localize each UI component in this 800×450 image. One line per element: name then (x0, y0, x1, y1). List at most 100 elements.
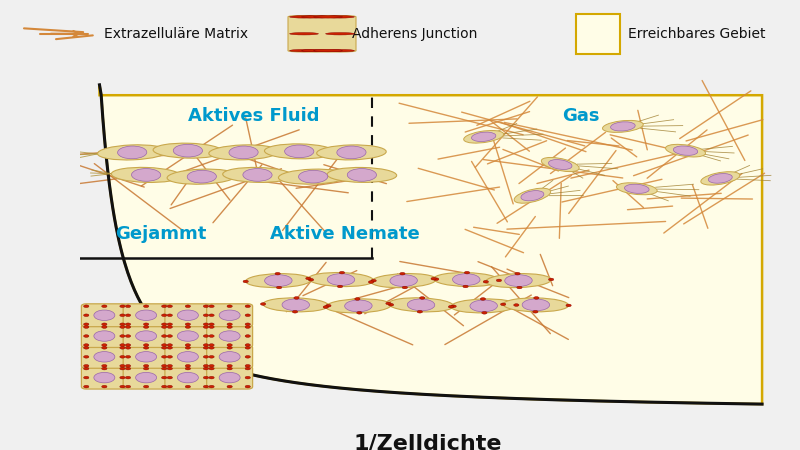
Circle shape (143, 385, 149, 388)
Circle shape (209, 344, 214, 346)
Ellipse shape (174, 144, 202, 157)
Circle shape (84, 376, 89, 379)
Circle shape (143, 364, 149, 367)
Circle shape (102, 344, 107, 346)
Circle shape (143, 326, 149, 328)
Circle shape (162, 376, 167, 379)
Circle shape (143, 323, 149, 325)
Circle shape (167, 367, 173, 370)
FancyBboxPatch shape (123, 346, 169, 368)
FancyBboxPatch shape (576, 14, 620, 54)
Circle shape (463, 285, 468, 288)
Circle shape (186, 364, 190, 367)
Circle shape (209, 314, 214, 316)
Circle shape (186, 305, 190, 307)
Ellipse shape (94, 351, 115, 362)
Circle shape (245, 367, 250, 370)
Circle shape (120, 314, 125, 316)
Circle shape (84, 364, 89, 367)
Ellipse shape (317, 145, 386, 160)
Circle shape (203, 305, 209, 307)
Circle shape (162, 305, 167, 307)
Circle shape (162, 385, 167, 388)
Circle shape (186, 346, 190, 349)
Ellipse shape (327, 274, 354, 285)
FancyBboxPatch shape (165, 366, 211, 389)
Ellipse shape (521, 191, 544, 201)
Circle shape (186, 367, 190, 370)
Ellipse shape (282, 299, 310, 311)
Ellipse shape (118, 146, 147, 159)
FancyBboxPatch shape (82, 324, 127, 347)
FancyBboxPatch shape (123, 304, 169, 327)
Circle shape (245, 323, 250, 325)
Text: 1/Zelldichte: 1/Zelldichte (354, 433, 502, 450)
Circle shape (566, 304, 571, 307)
Ellipse shape (371, 274, 436, 288)
Ellipse shape (602, 121, 643, 132)
Circle shape (167, 364, 173, 367)
Circle shape (209, 323, 214, 325)
Circle shape (534, 297, 539, 299)
Ellipse shape (94, 373, 115, 383)
Circle shape (514, 304, 519, 306)
Circle shape (294, 297, 299, 299)
Circle shape (162, 346, 167, 349)
Circle shape (243, 280, 248, 283)
Circle shape (209, 385, 214, 388)
Circle shape (549, 278, 554, 281)
Circle shape (162, 364, 167, 367)
FancyBboxPatch shape (288, 15, 356, 52)
Text: Erreichbares Gebiet: Erreichbares Gebiet (628, 27, 766, 41)
Circle shape (102, 326, 107, 328)
Ellipse shape (285, 145, 314, 158)
Circle shape (126, 305, 130, 307)
Circle shape (501, 303, 506, 306)
Ellipse shape (178, 373, 198, 383)
Circle shape (203, 323, 209, 325)
Text: Gejammt: Gejammt (115, 225, 206, 243)
Ellipse shape (94, 310, 115, 320)
Circle shape (143, 367, 149, 370)
Ellipse shape (666, 144, 706, 157)
Circle shape (84, 314, 89, 316)
Circle shape (277, 286, 282, 289)
Circle shape (186, 323, 190, 325)
Circle shape (120, 356, 125, 358)
Ellipse shape (178, 310, 198, 320)
Circle shape (126, 323, 130, 325)
Ellipse shape (111, 167, 181, 182)
Circle shape (227, 367, 232, 370)
Ellipse shape (136, 373, 157, 383)
Circle shape (126, 326, 130, 328)
Circle shape (209, 305, 214, 307)
Circle shape (143, 305, 149, 307)
Circle shape (227, 344, 232, 346)
Circle shape (245, 356, 250, 358)
Circle shape (167, 323, 173, 325)
Ellipse shape (542, 158, 579, 171)
Circle shape (203, 314, 209, 316)
Circle shape (84, 346, 89, 349)
Ellipse shape (265, 274, 292, 287)
Circle shape (126, 385, 130, 388)
Ellipse shape (178, 331, 198, 341)
FancyBboxPatch shape (165, 346, 211, 368)
Ellipse shape (708, 174, 732, 183)
Ellipse shape (219, 310, 240, 320)
Circle shape (451, 305, 456, 308)
Circle shape (143, 344, 149, 346)
Ellipse shape (505, 274, 532, 287)
Circle shape (167, 326, 173, 328)
Circle shape (203, 367, 209, 370)
Text: Aktives Fluid: Aktives Fluid (188, 107, 320, 125)
Ellipse shape (470, 300, 498, 312)
Circle shape (167, 376, 173, 379)
Circle shape (102, 305, 107, 307)
Ellipse shape (625, 184, 649, 194)
Circle shape (308, 279, 314, 281)
FancyBboxPatch shape (82, 304, 127, 327)
Circle shape (483, 280, 489, 283)
Circle shape (84, 323, 89, 325)
Circle shape (245, 364, 250, 367)
